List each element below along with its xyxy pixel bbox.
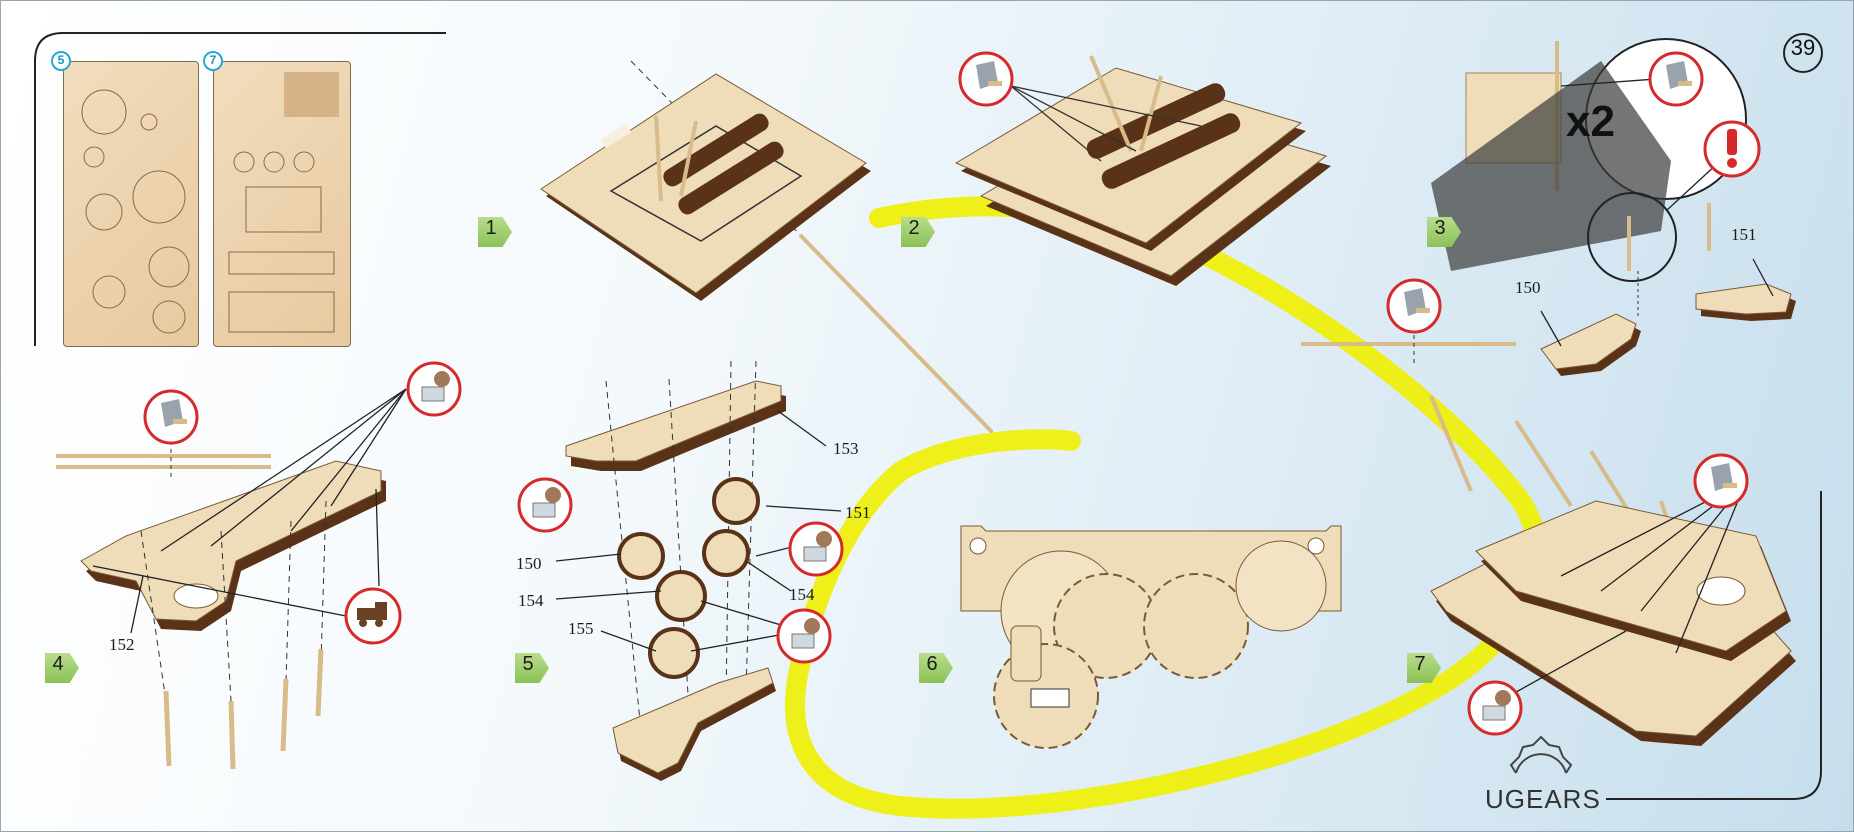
step-badge-1: 1: [478, 217, 512, 247]
step-badge-5: 5: [515, 653, 549, 683]
glue-stick-icon: [143, 389, 199, 445]
wax-candle-icon: [406, 361, 462, 417]
step4-assembly: [56, 388, 407, 770]
glue-stick-icon: [958, 51, 1014, 107]
wax-candle-icon: [1467, 680, 1523, 736]
sheet-badge-7: 7: [203, 51, 223, 71]
step-badge-6: 6: [919, 653, 953, 683]
parts-sheet-5: [63, 61, 199, 347]
wax-candle-icon: [517, 477, 573, 533]
ugears-logo-gear: [1509, 735, 1573, 774]
step-badge-7: 7: [1407, 653, 1441, 683]
part-label-153: 153: [833, 439, 859, 458]
locomotive-icon: [344, 587, 402, 645]
page-number: 39: [1783, 33, 1823, 73]
step6-assembly: [960, 525, 1342, 749]
step1-assembly: [540, 60, 993, 433]
sheet-badge-5: 5: [51, 51, 71, 71]
part-label-155: 155: [568, 619, 594, 638]
brand-logo-text: UGEARS: [1485, 784, 1601, 814]
glue-stick-icon: [1648, 51, 1704, 107]
wax-candle-icon: [788, 521, 844, 577]
glue-stick-icon: [1693, 453, 1749, 509]
part-label-154: 154: [518, 591, 544, 610]
frame-corner-top-left: [34, 32, 446, 346]
glue-stick-icon: [1386, 278, 1442, 334]
step-badge-3: 3: [1427, 217, 1461, 247]
step-badge-2: 2: [901, 217, 935, 247]
step-badge-4: 4: [45, 653, 79, 683]
part-label-151: 151: [1731, 225, 1757, 244]
part-label-154: 154: [789, 585, 815, 604]
step7-assembly: [1429, 395, 1796, 746]
wax-candle-icon: [776, 608, 832, 664]
warning-exclamation-icon: [1703, 120, 1761, 178]
highlight-stroke: [785, 196, 1547, 819]
step5-assembly: [555, 360, 842, 781]
part-label-151: 151: [845, 503, 871, 522]
part-label-152: 152: [109, 635, 135, 654]
parts-sheet-7: [213, 61, 351, 347]
part-label-150: 150: [1515, 278, 1541, 297]
part-label-150: 150: [516, 554, 542, 573]
frame-corner-bottom-right: [1606, 491, 1822, 800]
zoom-multiplier-label: x2: [1566, 97, 1615, 146]
step2-assembly: [954, 55, 1331, 286]
step3-assembly: [1301, 38, 1796, 376]
